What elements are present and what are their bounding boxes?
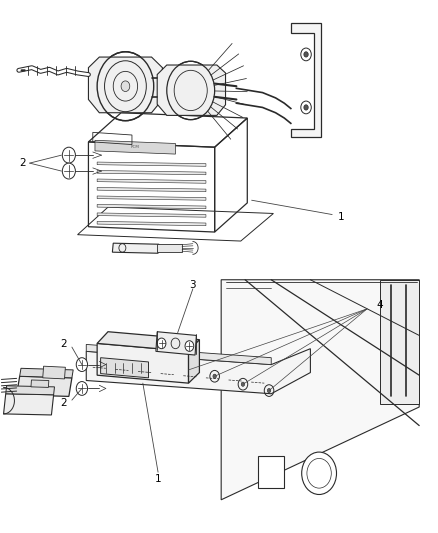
Circle shape (62, 147, 75, 163)
Text: 1: 1 (338, 212, 344, 222)
Circle shape (304, 105, 308, 110)
Polygon shape (291, 22, 321, 136)
Text: 3: 3 (190, 279, 196, 289)
Circle shape (62, 163, 75, 179)
Polygon shape (31, 380, 49, 387)
Polygon shape (258, 456, 284, 488)
Polygon shape (97, 221, 206, 225)
Polygon shape (6, 386, 54, 395)
Text: PCM: PCM (131, 145, 140, 149)
Polygon shape (97, 205, 206, 209)
Polygon shape (4, 394, 53, 415)
Circle shape (76, 382, 88, 395)
Polygon shape (113, 243, 159, 253)
Polygon shape (97, 188, 206, 192)
Text: 1: 1 (155, 474, 161, 483)
Polygon shape (97, 171, 206, 175)
Polygon shape (88, 57, 162, 113)
Polygon shape (86, 349, 311, 394)
Circle shape (185, 341, 194, 351)
Polygon shape (156, 332, 196, 355)
Circle shape (267, 389, 271, 393)
Polygon shape (157, 244, 182, 252)
Circle shape (304, 52, 308, 57)
Circle shape (121, 81, 130, 92)
Text: 2: 2 (60, 340, 67, 350)
Polygon shape (97, 196, 206, 200)
Circle shape (241, 382, 245, 386)
Circle shape (157, 338, 166, 349)
Polygon shape (97, 343, 188, 383)
Circle shape (187, 368, 190, 372)
Text: 2: 2 (19, 158, 25, 168)
Polygon shape (97, 332, 199, 351)
Polygon shape (101, 358, 148, 378)
Polygon shape (17, 376, 72, 397)
Text: 4: 4 (377, 300, 383, 310)
Text: 2: 2 (60, 398, 67, 408)
Polygon shape (97, 179, 206, 183)
Polygon shape (97, 162, 206, 166)
Circle shape (76, 358, 88, 372)
Polygon shape (86, 344, 271, 365)
Polygon shape (97, 213, 206, 217)
Polygon shape (380, 280, 419, 405)
Polygon shape (188, 340, 199, 383)
Polygon shape (43, 366, 65, 379)
Circle shape (302, 452, 336, 495)
Polygon shape (221, 280, 419, 500)
Circle shape (213, 374, 216, 378)
Polygon shape (95, 140, 176, 154)
Polygon shape (20, 368, 73, 378)
Circle shape (121, 81, 130, 92)
Polygon shape (157, 65, 226, 115)
